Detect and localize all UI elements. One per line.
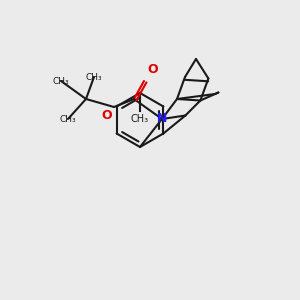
- Text: CH₃: CH₃: [86, 73, 102, 82]
- Text: O: O: [147, 63, 158, 76]
- Text: O: O: [101, 109, 112, 122]
- Text: CH₃: CH₃: [53, 76, 69, 85]
- Text: CH₃: CH₃: [131, 114, 149, 124]
- Text: N: N: [157, 112, 167, 125]
- Text: CH₃: CH₃: [60, 115, 76, 124]
